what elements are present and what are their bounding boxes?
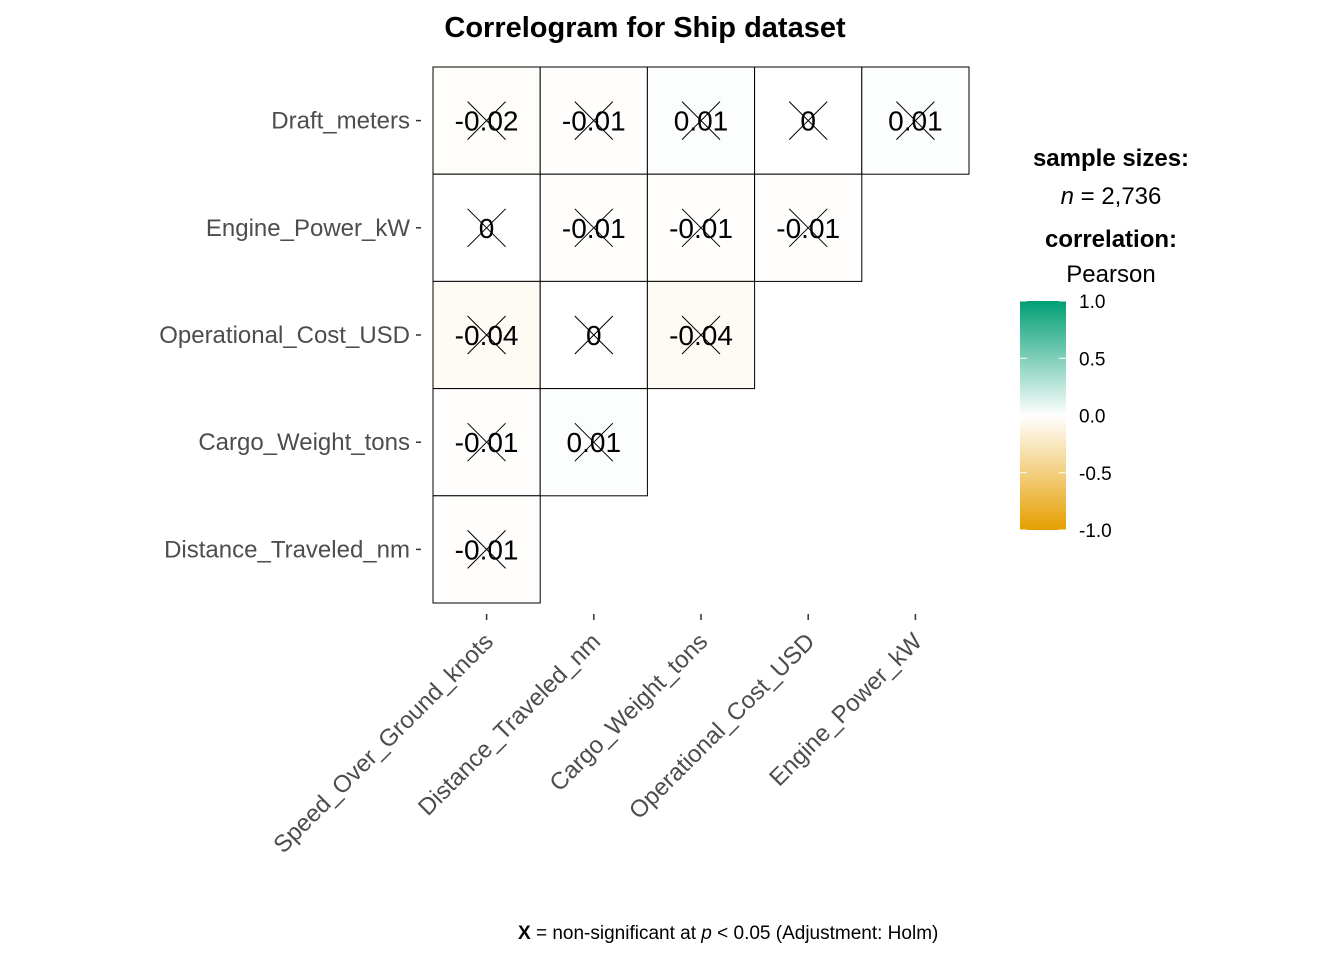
caption-text-after: < 0.05 (Adjustment: Holm) (712, 923, 939, 944)
corr-value-label: -0.01 (562, 106, 626, 137)
corr-cell: 0.01 (539, 388, 648, 497)
non-significant-cross (467, 101, 506, 140)
corr-value-label: 0 (479, 213, 495, 244)
non-significant-cross (681, 208, 721, 248)
non-significant-cross (574, 422, 614, 462)
corr-cell: -0.02 (432, 66, 541, 175)
legend-tick-label: 1.0 (1079, 292, 1105, 313)
corr-value-label: 0 (586, 320, 602, 351)
legend-sample-heading: sample sizes: (1033, 145, 1189, 172)
caption-p-symbol: p (700, 923, 712, 944)
corr-cell: -0.01 (754, 173, 863, 282)
corr-cell: -0.01 (539, 173, 648, 282)
non-significant-cross (574, 101, 614, 140)
corr-value-label: 0.01 (674, 106, 729, 137)
corr-cell: -0.04 (432, 280, 541, 390)
corr-value-label: 0.01 (888, 106, 943, 137)
chart-caption: X = non-significant at p < 0.05 (Adjustm… (518, 923, 938, 944)
corr-value-label: -0.04 (455, 320, 519, 351)
corr-cell: 0 (754, 66, 863, 175)
non-significant-cross (574, 315, 614, 355)
non-significant-cross (896, 101, 935, 140)
legend-correlation-heading: correlation: (1045, 226, 1177, 253)
legend-tick-label: -0.5 (1079, 464, 1112, 485)
corr-value-label: -0.01 (562, 213, 626, 244)
non-significant-cross (681, 315, 721, 355)
y-tick-label: Cargo_Weight_tons (198, 429, 410, 456)
caption-text-before: = non-significant at (531, 923, 702, 944)
x-tick-label: Distance_Traveled_nm (413, 628, 606, 821)
y-axis-labels: Draft_meters Engine_Power_kW Operational_C… (159, 108, 421, 563)
corr-cell: 0.01 (861, 66, 970, 175)
corr-value-label: -0.04 (669, 320, 733, 351)
corr-value-label: -0.01 (455, 534, 519, 565)
legend-correlation-method: Pearson (1066, 261, 1155, 288)
x-tick-label: Operational_Cost_USD (624, 628, 820, 824)
legend-tick-label: 0.0 (1079, 407, 1105, 428)
legend-ticks: 1.0 0.5 0.0 -0.5 -1.0 (1020, 292, 1112, 542)
corr-value-label: 0 (800, 106, 816, 137)
legend-color-bar (1020, 301, 1066, 530)
y-tick-label: Engine_Power_kW (206, 215, 410, 242)
y-tick-label: Distance_Traveled_nm (164, 536, 410, 563)
non-significant-cross (467, 422, 506, 462)
corr-cell: -0.01 (646, 173, 756, 282)
chart-title: Correlogram for Ship dataset (444, 12, 846, 44)
correlation-matrix: -0.02 -0.01 0.01 0 0.01 0 -0.01 -0.01 -0.01 -0.04… (432, 66, 970, 604)
corr-cell: 0 (432, 173, 541, 282)
corr-cell: 0 (539, 280, 648, 390)
non-significant-cross (467, 315, 506, 355)
y-tick-label: Operational_Cost_USD (159, 322, 410, 349)
non-significant-cross (574, 208, 614, 248)
corr-value-label: -0.01 (776, 213, 840, 244)
corr-value-label: -0.01 (455, 427, 519, 458)
legend-n-symbol: n (1061, 183, 1074, 210)
corr-cell: -0.04 (646, 280, 756, 390)
non-significant-cross (467, 530, 506, 569)
legend-tick-label: -1.0 (1079, 521, 1112, 542)
legend: sample sizes: n = 2,736 correlation: Pea… (1020, 145, 1189, 542)
y-tick-label: Draft_meters (271, 108, 410, 135)
corr-cell: -0.01 (539, 66, 648, 175)
non-significant-cross (788, 101, 828, 140)
non-significant-cross (681, 101, 721, 140)
corr-value-label: -0.02 (455, 106, 519, 137)
corr-cell: 0.01 (646, 66, 756, 175)
corr-cell: -0.01 (432, 495, 541, 604)
legend-sample-size: n = 2,736 (1061, 183, 1162, 210)
non-significant-cross (788, 208, 828, 248)
non-significant-cross (467, 208, 506, 248)
x-tick-label: Speed_Over_Ground_knots (268, 628, 498, 858)
caption-marker: X (518, 923, 531, 944)
corr-value-label: -0.01 (669, 213, 733, 244)
legend-n-value: = 2,736 (1074, 183, 1161, 210)
corr-value-label: 0.01 (567, 427, 622, 458)
corr-cell: -0.01 (432, 388, 541, 497)
x-axis-labels: Speed_Over_Ground_knotsDistance_Traveled… (268, 614, 928, 859)
legend-tick-label: 0.5 (1079, 349, 1105, 370)
